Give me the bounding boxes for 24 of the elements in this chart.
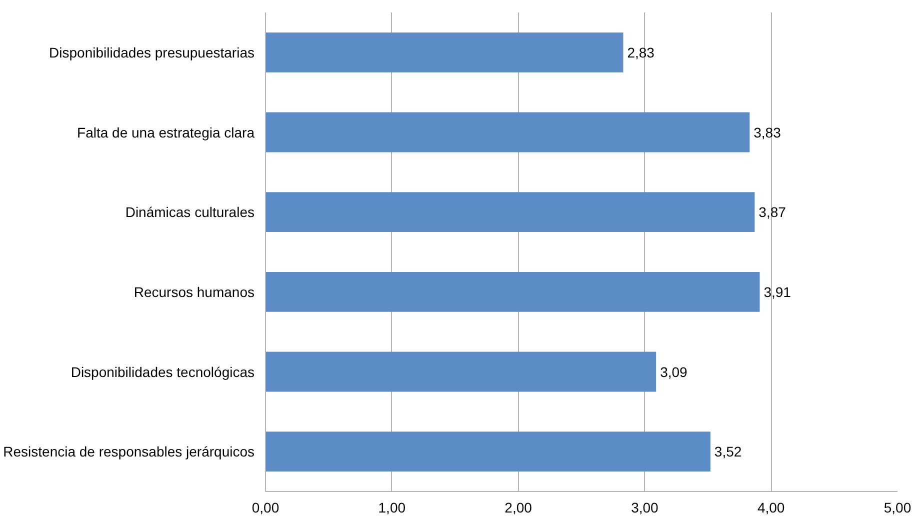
y-tick-label: Disponibilidades tecnológicas	[70, 364, 255, 380]
data-label: 3,87	[758, 204, 786, 220]
y-tick-label: Dinámicas culturales	[125, 204, 255, 220]
y-tick-label: Falta de una estrategia clara	[77, 124, 255, 140]
data-label: 3,09	[660, 364, 688, 380]
bar	[266, 432, 710, 472]
x-tick-label: 0,00	[252, 500, 280, 516]
bar	[266, 112, 750, 152]
x-tick-label: 4,00	[757, 500, 785, 516]
x-tick-label: 3,00	[631, 500, 659, 516]
data-label: 3,83	[754, 124, 782, 140]
data-label: 3,91	[764, 284, 792, 300]
bar	[266, 192, 755, 232]
bar	[266, 352, 656, 392]
bar	[266, 32, 624, 72]
data-label: 3,52	[714, 444, 742, 460]
x-tick-label: 5,00	[884, 500, 912, 516]
y-tick-label: Disponibilidades presupuestarias	[49, 44, 255, 60]
bar	[266, 272, 760, 312]
y-tick-label: Recursos humanos	[134, 284, 255, 300]
x-tick-label: 2,00	[504, 500, 532, 516]
data-label: 2,83	[627, 44, 655, 60]
x-tick-label: 1,00	[378, 500, 406, 516]
y-tick-label: Resistencia de responsables jerárquicos	[3, 444, 254, 460]
